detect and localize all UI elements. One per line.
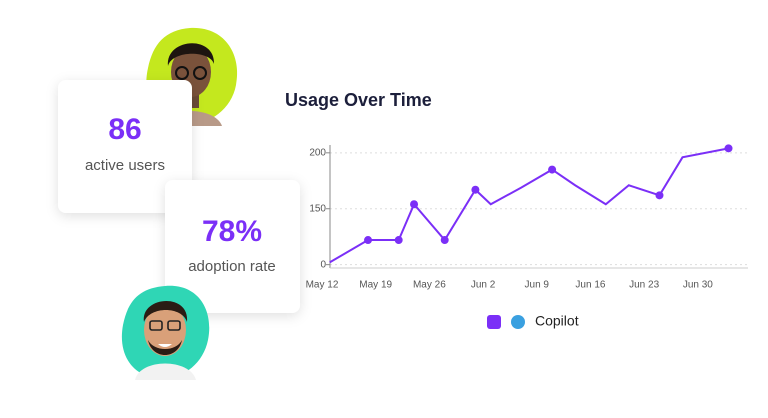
card-value: 78% xyxy=(202,215,262,248)
x-tick-label: May 12 xyxy=(306,280,339,291)
point xyxy=(655,191,664,200)
chart-title: Usage Over Time xyxy=(285,90,432,110)
y-tick-label: 0 xyxy=(320,259,326,270)
x-tick-label: Jun 30 xyxy=(683,280,713,291)
y-tick-label: 150 xyxy=(309,203,326,214)
x-tick-label: Jun 2 xyxy=(471,280,496,291)
legend-swatch xyxy=(487,315,501,329)
x-tick-label: Jun 9 xyxy=(525,280,550,291)
point xyxy=(394,236,403,245)
card xyxy=(165,180,300,313)
point xyxy=(548,165,557,174)
point xyxy=(471,185,480,194)
line xyxy=(329,147,729,264)
x-tick-label: May 19 xyxy=(359,280,392,291)
point xyxy=(724,144,733,153)
card-label: adoption rate xyxy=(188,258,276,275)
chart: 0 150 200 May 12 May 19 May 26 Jun 2 Jun 9 Jun 1… xyxy=(306,144,748,329)
card-label: active users xyxy=(85,157,165,174)
y-tick-label: 200 xyxy=(309,147,326,158)
x-tick-label: May 26 xyxy=(413,280,446,291)
card xyxy=(58,80,192,213)
x-tick-label: Jun 16 xyxy=(575,280,605,291)
point xyxy=(410,200,419,209)
x-tick-label: Jun 23 xyxy=(629,280,659,291)
point xyxy=(440,236,449,245)
point xyxy=(364,236,373,245)
legend-label: Copilot xyxy=(535,313,579,329)
avatar xyxy=(121,285,210,380)
card-value: 86 xyxy=(108,113,141,146)
legend-icon xyxy=(511,315,525,329)
